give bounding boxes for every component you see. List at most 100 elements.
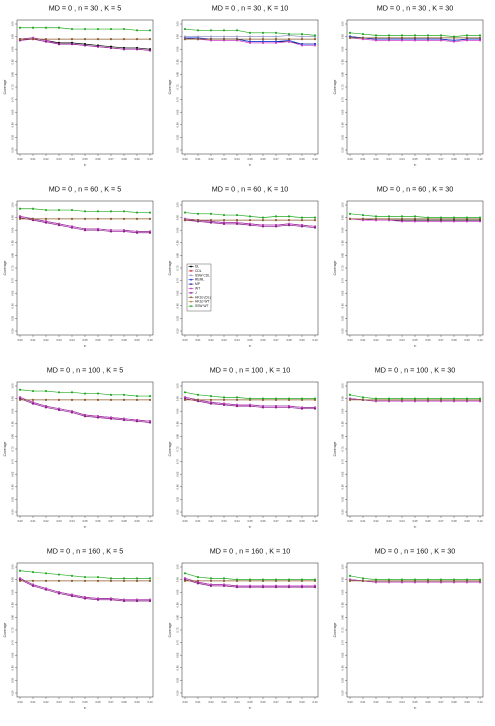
x-tick-label: 0.08 <box>451 519 457 523</box>
y-tick-label: 0.65 <box>341 290 345 296</box>
y-tick-label: 0.50 <box>341 147 345 153</box>
data-point <box>222 213 226 217</box>
data-point <box>235 38 239 41</box>
y-tick-label: 0.85 <box>11 602 15 608</box>
y-tick-label: 0.50 <box>11 147 15 153</box>
x-tick-label: 0.03 <box>386 519 392 523</box>
chart-svg: MD = 0 , n = 100 , K = 5 0.50 0.55 0.60 0.65… <box>3 366 154 529</box>
data-point <box>439 39 443 42</box>
data-point <box>261 216 265 219</box>
data-point <box>196 29 200 32</box>
data-point <box>122 579 126 582</box>
x-tick-label: 0.09 <box>464 700 470 704</box>
data-point <box>313 34 317 37</box>
x-tick-label: 0.08 <box>286 519 292 523</box>
y-tick-label: 0.95 <box>11 577 15 583</box>
data-point <box>44 572 48 575</box>
panel-title: MD = 0 , n = 100 , K = 10 <box>210 366 291 375</box>
x-tick-label: 0.04 <box>399 157 405 161</box>
data-point <box>287 219 291 222</box>
data-point <box>235 398 239 401</box>
y-tick-label: 0.65 <box>11 109 15 115</box>
data-point <box>122 599 126 603</box>
data-point <box>83 210 87 213</box>
data-point <box>196 38 200 41</box>
data-point <box>400 34 404 37</box>
data-point <box>148 421 152 424</box>
chart-svg: MD = 0 , n = 100 , K = 30 0.50 0.55 0.60 0.6… <box>333 366 484 529</box>
x-tick-label: 0.04 <box>234 157 240 161</box>
legend-label: WT <box>195 287 200 291</box>
legend-marker <box>190 305 192 307</box>
data-point <box>235 35 239 38</box>
data-point <box>209 35 213 38</box>
data-point <box>209 584 213 587</box>
data-point <box>18 569 22 572</box>
data-point <box>287 224 291 227</box>
chart-panel: MD = 0 , n = 100 , K = 10 0.50 0.55 0.60 0.6… <box>165 362 330 543</box>
y-tick-label: 0.70 <box>341 97 345 103</box>
x-tick-label: 0.06 <box>95 519 101 523</box>
x-tick-label: 0.01 <box>195 338 201 342</box>
x-tick-label: 0.09 <box>134 519 140 523</box>
data-point <box>109 230 113 233</box>
x-tick-label: 0.04 <box>69 519 75 523</box>
y-tick-label: 0.60 <box>341 303 345 309</box>
x-tick-label: 0.03 <box>56 338 62 342</box>
data-point <box>413 39 417 42</box>
x-tick-label: 0.05 <box>412 700 418 704</box>
chart-svg: MD = 0 , n = 160 , K = 10 0.50 0.55 0.60 0.6… <box>168 547 319 710</box>
y-tick-label: 0.55 <box>176 134 180 140</box>
y-tick-label: 0.80 <box>176 614 180 620</box>
data-point <box>222 396 226 399</box>
x-tick-label: 0.02 <box>43 519 49 523</box>
data-point <box>57 398 61 401</box>
data-point <box>57 579 61 582</box>
x-tick-label: 0.02 <box>43 700 49 704</box>
y-tick-label: 0.75 <box>11 265 15 271</box>
data-point <box>183 572 187 575</box>
data-point <box>122 577 126 580</box>
data-point <box>287 586 291 589</box>
x-tick-label: 0.06 <box>95 700 101 704</box>
data-point <box>135 579 139 582</box>
data-point <box>300 219 304 222</box>
data-point <box>109 217 113 220</box>
data-point <box>135 577 139 580</box>
data-point <box>222 584 226 587</box>
data-point <box>122 27 126 31</box>
data-point <box>135 48 139 51</box>
data-point <box>274 586 278 589</box>
data-point <box>248 31 252 34</box>
data-point <box>31 584 35 587</box>
data-point <box>196 212 200 215</box>
legend-label: CDL <box>195 269 202 273</box>
y-tick-label: 0.90 <box>176 408 180 414</box>
data-point <box>135 420 139 423</box>
data-point <box>96 210 100 213</box>
data-point <box>83 597 87 600</box>
x-tick-label: 0.01 <box>360 700 366 704</box>
y-tick-label: 0.70 <box>11 278 15 284</box>
data-point <box>287 40 291 43</box>
y-tick-label: 0.70 <box>176 459 180 465</box>
data-point <box>348 393 352 396</box>
data-point <box>209 219 213 222</box>
x-tick-label: 0.01 <box>195 700 201 704</box>
data-point <box>235 578 239 581</box>
y-tick-label: 0.95 <box>11 215 15 221</box>
x-tick-label: 0.00 <box>182 519 188 523</box>
y-tick-label: 0.65 <box>11 471 15 477</box>
data-point <box>183 219 187 222</box>
y-tick-label: 0.60 <box>176 665 180 671</box>
data-point <box>222 219 226 222</box>
x-tick-label: 0.04 <box>69 338 75 342</box>
x-tick-label: 0.06 <box>260 700 266 704</box>
x-tick-label: 0.07 <box>438 700 444 704</box>
x-tick-label: 0.07 <box>273 519 279 523</box>
data-point <box>413 578 417 581</box>
data-point <box>361 213 365 217</box>
data-point <box>183 391 187 394</box>
data-point <box>44 398 48 401</box>
data-point <box>261 225 265 228</box>
